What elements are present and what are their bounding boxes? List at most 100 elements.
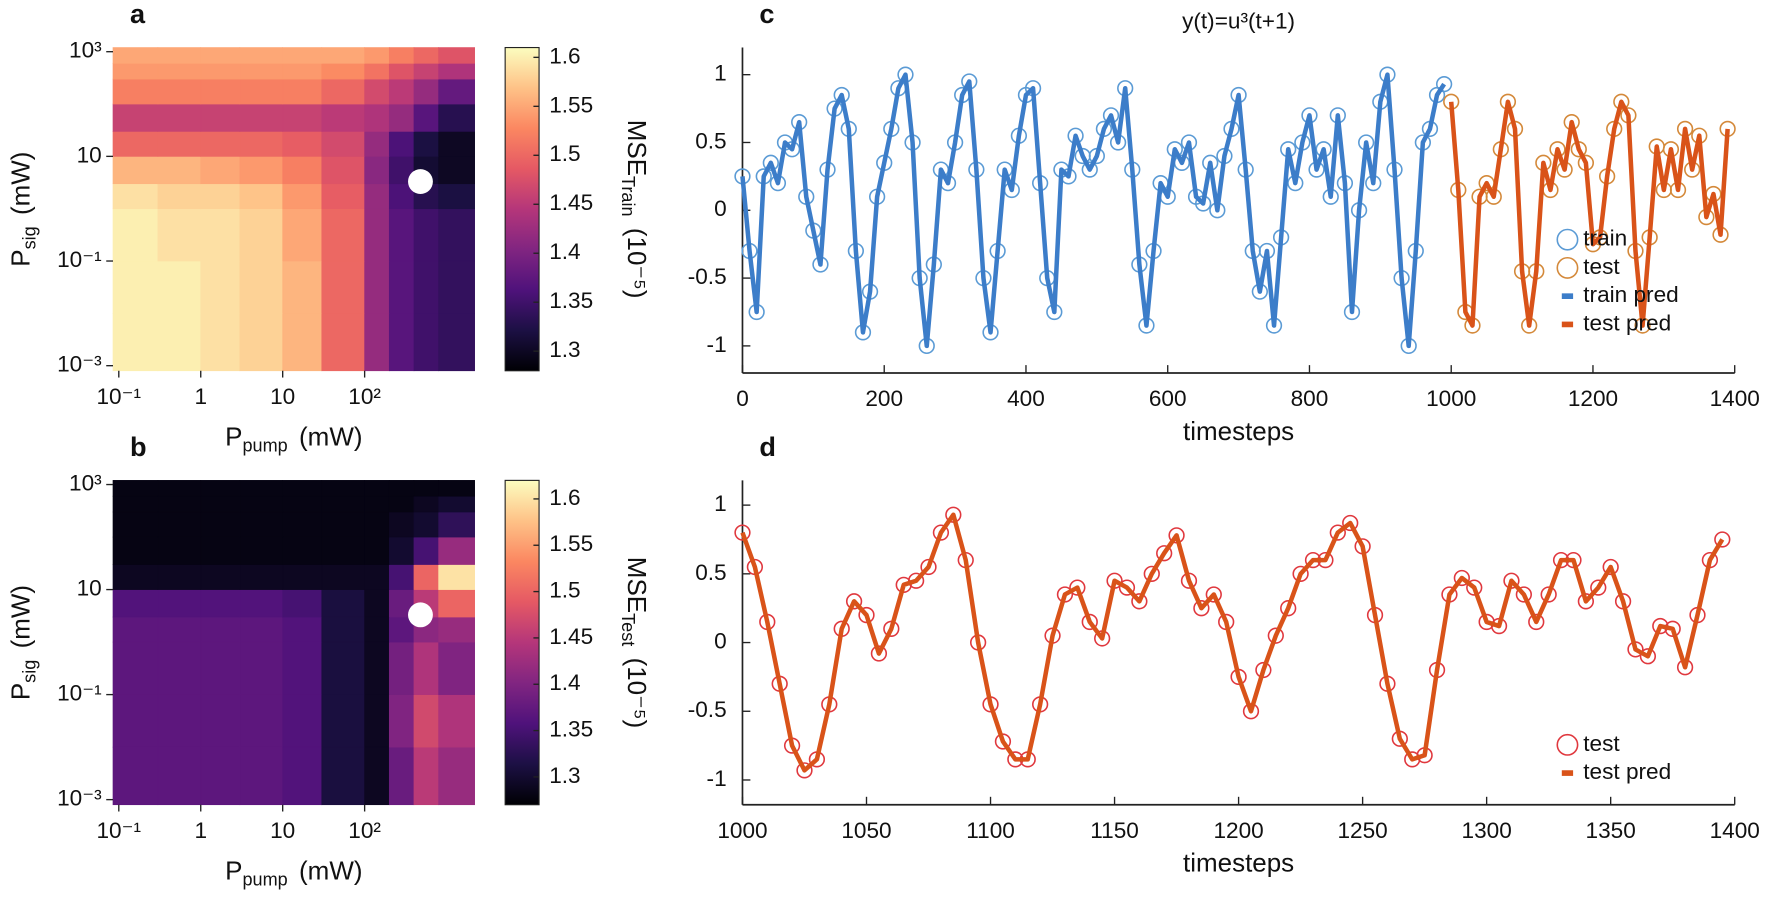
heatmap-cell — [200, 78, 241, 105]
heatmap-cell — [388, 313, 415, 372]
y-axis-label-unit: (mW) — [5, 152, 35, 215]
data-point — [1280, 600, 1297, 617]
heatmap-cell — [413, 78, 439, 105]
heatmap-cell — [413, 103, 439, 132]
y-tick-label: -1 — [707, 332, 727, 357]
heatmap-cell — [321, 641, 365, 695]
x-tick-label: 1200 — [1213, 818, 1263, 843]
optimum-marker — [408, 602, 433, 628]
heatmap-cell — [321, 694, 365, 748]
x-tick-label: 1150 — [1090, 818, 1139, 843]
data-point — [1329, 524, 1346, 541]
colorbar-tick-label: 1.3 — [549, 763, 580, 788]
heatmap-cell — [321, 208, 365, 262]
heatmap-cell — [438, 641, 475, 695]
y-tick-label: 10⁻¹ — [57, 681, 102, 706]
heatmap-cell — [438, 564, 475, 590]
heatmap-cell — [282, 313, 323, 372]
x-tick-label: 10⁻¹ — [96, 818, 141, 843]
y-tick-label: 10⁻³ — [57, 352, 102, 377]
x-tick-label: 0 — [736, 386, 749, 411]
heatmap-cell — [200, 564, 241, 590]
heatmap-cell — [200, 536, 241, 565]
heatmap-cell — [239, 260, 284, 314]
heatmap-cell — [112, 62, 159, 80]
heatmap-cell — [239, 156, 284, 185]
data-point — [994, 733, 1012, 750]
heatmap-cell — [157, 260, 202, 314]
heatmap-cell — [364, 480, 390, 497]
heatmap-cell — [239, 536, 284, 565]
heatmap-cell — [413, 480, 439, 497]
colorbar-tick-label: 1.35 — [549, 288, 593, 313]
x-tick-label: 400 — [1007, 386, 1045, 411]
heatmap-cell — [388, 131, 415, 157]
x-tick-label: 10² — [348, 818, 381, 843]
data-point — [1466, 579, 1483, 596]
heatmap-cell — [200, 131, 241, 157]
heatmap-cell — [364, 47, 390, 64]
heatmap-cell — [200, 589, 241, 618]
heatmap-cell — [282, 260, 323, 314]
heatmap-cell — [321, 616, 365, 643]
heatmap-cell — [321, 103, 365, 132]
colorbar-tick-label: 1.6 — [549, 43, 580, 68]
heatmap-cell — [282, 183, 323, 210]
heatmap-cell — [321, 589, 365, 618]
x-tick-label: 1000 — [717, 818, 767, 843]
data-point — [1528, 613, 1545, 631]
y-axis-label: Psig (mW) — [5, 152, 39, 267]
y-tick-label: 0.5 — [695, 560, 726, 585]
y-tick-label: 10 — [77, 142, 102, 167]
heatmap-cell — [438, 131, 475, 157]
heatmap-cell — [112, 103, 159, 132]
data-point — [1453, 569, 1470, 587]
heatmap-cell — [321, 480, 365, 497]
heatmap-cell — [388, 511, 415, 538]
heatmap-cell — [438, 313, 475, 372]
heatmap-cell — [388, 480, 415, 497]
heatmap-cell — [157, 564, 202, 590]
y-axis-label-sub: sig — [19, 660, 39, 683]
heatmap-cell — [200, 313, 241, 372]
data-point — [1292, 565, 1309, 582]
y-tick-label: 10⁻³ — [57, 786, 102, 811]
colorbar-tick-label: 1.5 — [549, 578, 580, 603]
heatmap-cell — [157, 589, 202, 618]
heatmap-cell — [112, 694, 159, 748]
heatmap-cell — [438, 156, 475, 185]
legend-label: test pred — [1583, 759, 1671, 784]
legend-marker — [1556, 733, 1579, 756]
x-axis-label: timesteps — [1183, 847, 1294, 877]
heatmap-cell — [388, 495, 415, 513]
heatmap-cell — [157, 183, 202, 210]
colorbar-label-main: MSE — [622, 557, 652, 613]
line-panel: 1000 1050 1100 1150 1200 1250 1300 1350 1400 -1 -0… — [688, 431, 1760, 878]
x-tick-label: 1050 — [841, 818, 891, 843]
heatmap-cell — [388, 208, 415, 262]
heatmap-cell — [239, 103, 284, 132]
y-tick-label: -1 — [707, 766, 727, 791]
heatmap-cell — [388, 746, 415, 806]
data-point — [762, 154, 779, 171]
heatmap-cell — [413, 495, 439, 513]
colorbar-tick-label: 1.55 — [549, 92, 593, 117]
heatmap-cell — [239, 480, 284, 497]
heatmap-cell — [200, 103, 241, 132]
x-tick-label: 10 — [270, 384, 295, 409]
heatmap-cell — [157, 746, 202, 806]
heatmap-cell — [112, 616, 159, 643]
heatmap-cell — [282, 480, 323, 497]
heatmap-cell — [364, 589, 390, 618]
heatmap-cell — [413, 208, 439, 262]
heatmap-cell — [112, 536, 159, 565]
heatmap-cell — [200, 746, 241, 806]
heatmap-cell — [364, 208, 390, 262]
heatmap-cell — [413, 746, 439, 806]
heatmap-cell — [413, 564, 439, 590]
colorbar-tick-label: 1.5 — [549, 141, 580, 166]
data-point — [796, 762, 813, 779]
heatmap-cell — [112, 495, 159, 513]
y-tick-label: 10 — [77, 576, 102, 601]
heatmap-cell — [388, 536, 415, 565]
